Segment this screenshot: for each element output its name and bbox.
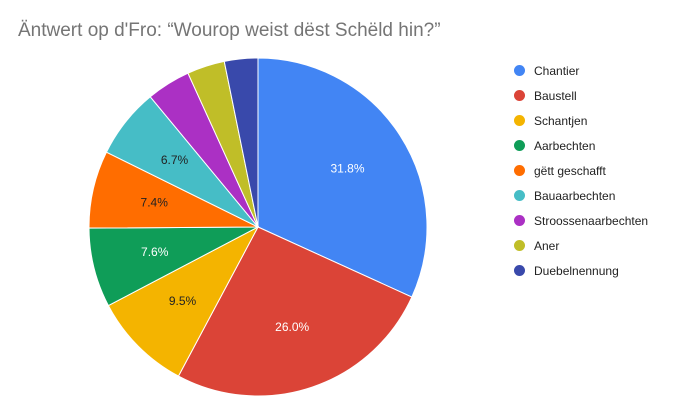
legend-label: Duebelnennung: [534, 263, 619, 278]
legend-item-baustell[interactable]: Baustell: [514, 83, 648, 108]
legend-label: Stroossenaarbechten: [534, 213, 649, 228]
slice-value-label: 6.7%: [161, 153, 189, 167]
slice-value-label: 26.0%: [275, 320, 309, 334]
legend-item-schantjen[interactable]: Schantjen: [514, 108, 648, 133]
legend-label: Aner: [534, 238, 560, 253]
legend-item-duebelnennung[interactable]: Duebelnennung: [514, 258, 648, 283]
slice-value-label: 7.6%: [141, 245, 169, 259]
pie-slice-chantier[interactable]: [257, 57, 428, 298]
slice-value-label: 9.5%: [169, 294, 197, 308]
slice-value-label: 7.4%: [141, 195, 169, 209]
legend-item-gett-geschafft[interactable]: gëtt geschafft: [514, 158, 648, 183]
legend-label: Chantier: [534, 63, 580, 78]
slice-value-label: 31.8%: [330, 162, 364, 176]
legend-swatch: [514, 165, 525, 176]
legend: Chantier Baustell Schantjen Aarbechten gëtt …: [514, 58, 648, 283]
legend-label: Baustell: [534, 88, 577, 103]
legend-label: Schantjen: [534, 113, 588, 128]
legend-swatch: [514, 265, 525, 276]
legend-item-chantier[interactable]: Chantier: [514, 58, 648, 83]
pie-slice-duebelnennung[interactable]: [223, 57, 259, 228]
legend-swatch: [514, 90, 525, 101]
legend-swatch: [514, 240, 525, 251]
legend-label: Bauaarbechten: [534, 188, 616, 203]
legend-label: gëtt geschafft: [534, 163, 606, 178]
legend-label: Aarbechten: [534, 138, 596, 153]
legend-item-stroossenaarbechten[interactable]: Stroossenaarbechten: [514, 208, 648, 233]
legend-item-bauaarbechten[interactable]: Bauaarbechten: [514, 183, 648, 208]
legend-swatch: [514, 190, 525, 201]
pie-slice-schantjen[interactable]: [107, 225, 260, 377]
legend-swatch: [514, 65, 525, 76]
legend-item-aarbechten[interactable]: Aarbechten: [514, 133, 648, 158]
chart-title: Äntwert op d'Fro: “Wourop weist dëst Sch…: [18, 20, 441, 41]
legend-item-aner[interactable]: Aner: [514, 233, 648, 258]
legend-swatch: [514, 215, 525, 226]
legend-swatch: [514, 115, 525, 126]
legend-swatch: [514, 140, 525, 151]
pie-slice-baustell[interactable]: [177, 226, 413, 397]
